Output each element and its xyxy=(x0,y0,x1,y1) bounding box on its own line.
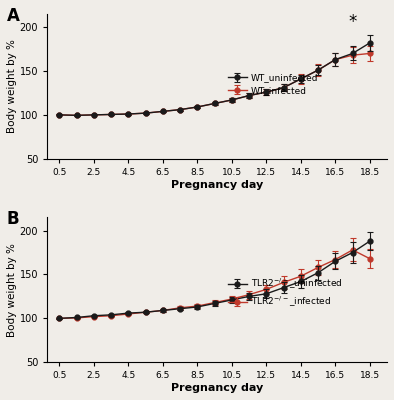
Legend: WT_uninfected, WT_infected: WT_uninfected, WT_infected xyxy=(229,74,318,95)
Text: A: A xyxy=(6,7,19,25)
X-axis label: Pregnancy day: Pregnancy day xyxy=(171,180,263,190)
Text: *: * xyxy=(348,14,357,32)
X-axis label: Pregnancy day: Pregnancy day xyxy=(171,383,263,393)
Y-axis label: Body weight by %: Body weight by % xyxy=(7,40,17,133)
Legend: TLR2$^{-/-}$_uninfected, TLR2$^{-/-}$_infected: TLR2$^{-/-}$_uninfected, TLR2$^{-/-}$_in… xyxy=(229,277,343,309)
Y-axis label: Body weight by %: Body weight by % xyxy=(7,243,17,337)
Text: B: B xyxy=(6,210,19,228)
